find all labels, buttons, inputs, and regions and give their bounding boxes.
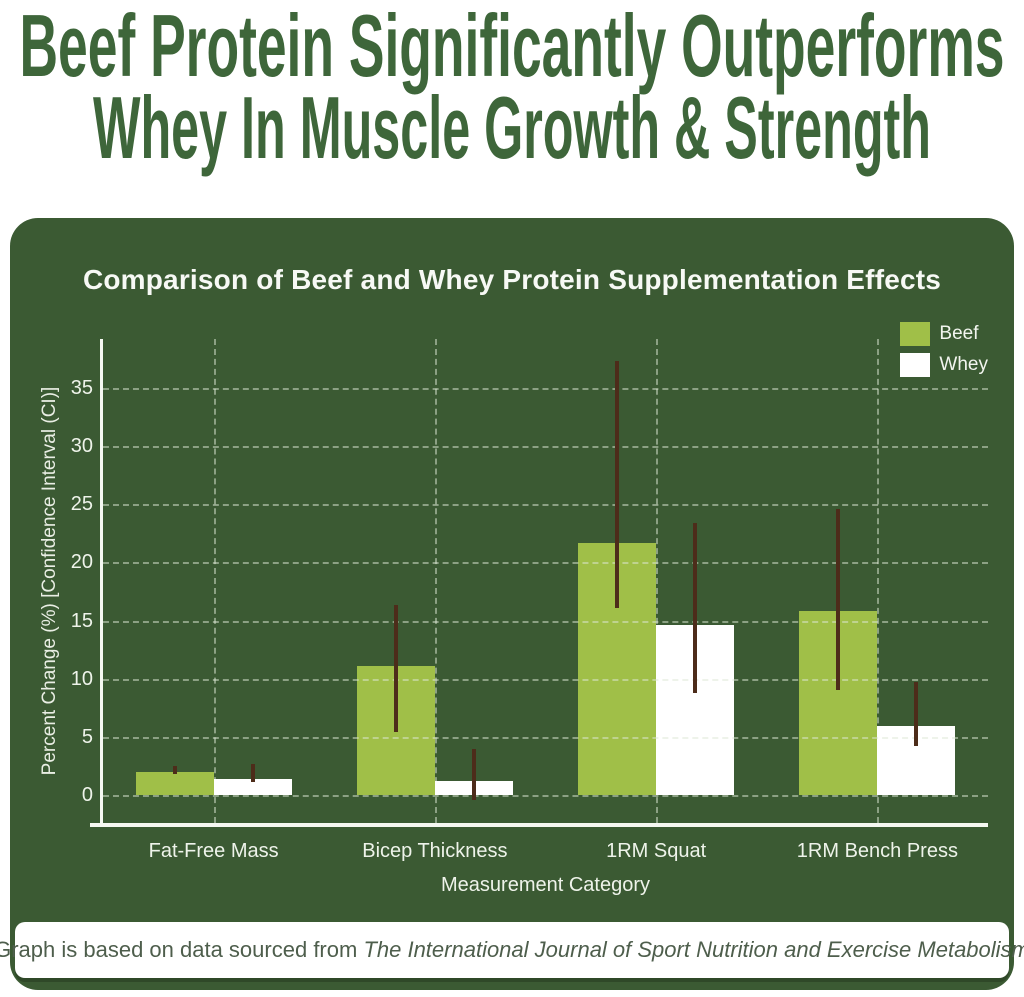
error-bar (914, 682, 919, 747)
gridline-h (103, 387, 988, 390)
gridline-h (103, 678, 988, 681)
y-tick-label: 20 (70, 551, 93, 574)
whey-swatch-icon (900, 353, 931, 377)
gridline-v (213, 339, 216, 823)
headline-line-1: Beef Protein Significantly Outperforms (20, 0, 1005, 95)
y-tick-label: 10 (70, 667, 93, 690)
legend: Beef Whey (900, 322, 988, 384)
x-axis-line (90, 823, 988, 827)
error-bar (615, 361, 620, 608)
caption-source: The International Journal of Sport Nutri… (363, 937, 1024, 962)
gridline-h (103, 736, 988, 739)
y-tick-label: 5 (81, 725, 93, 748)
error-bar (836, 508, 841, 691)
gridline-h (103, 504, 988, 507)
y-tick-label: 35 (70, 376, 93, 399)
gridline-h (103, 446, 988, 449)
gridline-h (103, 620, 988, 623)
x-axis-title: Measurement Category (441, 874, 650, 896)
y-tick-label: 25 (70, 493, 93, 516)
beef-swatch-icon (900, 322, 931, 346)
gridline-v (656, 339, 659, 823)
bar-beef (135, 771, 214, 796)
x-category-label: 1RM Squat (606, 840, 707, 862)
plot-area (90, 339, 988, 827)
x-category-label: Bicep Thickness (362, 840, 508, 862)
caption-prefix: Graph is based on data sourced from (0, 937, 364, 962)
x-category-label: Fat-Free Mass (148, 840, 279, 862)
y-axis-line (100, 339, 103, 827)
headline-line-2: Whey In Muscle Growth & Strength (93, 78, 931, 177)
legend-label-beef: Beef (939, 323, 979, 344)
error-bar (250, 763, 255, 783)
legend-item-beef: Beef (900, 322, 988, 346)
error-bar (693, 522, 698, 693)
legend-label-whey: Whey (939, 354, 988, 375)
gridline-h (103, 562, 988, 565)
source-caption: Graph is based on data sourced from The … (0, 922, 1024, 978)
source-caption-text: Graph is based on data sourced from The … (0, 937, 1024, 963)
y-tick-label: 0 (81, 784, 93, 807)
bar-whey (213, 778, 292, 796)
legend-item-whey: Whey (900, 353, 988, 377)
headline: Beef Protein Significantly Outperforms W… (20, 0, 1005, 177)
gridline-v (434, 339, 437, 823)
error-bar (172, 765, 177, 775)
y-tick-label: 15 (70, 609, 93, 632)
y-tick-label: 30 (70, 435, 93, 458)
error-bar (393, 605, 398, 733)
gridline-v (877, 339, 880, 823)
chart-title: Comparison of Beef and Whey Protein Supp… (82, 264, 942, 295)
error-bar (471, 748, 476, 800)
x-category-label: 1RM Bench Press (796, 840, 958, 862)
gridline-h (103, 795, 988, 798)
chart-panel: Comparison of Beef and Whey Protein Supp… (0, 218, 1024, 990)
